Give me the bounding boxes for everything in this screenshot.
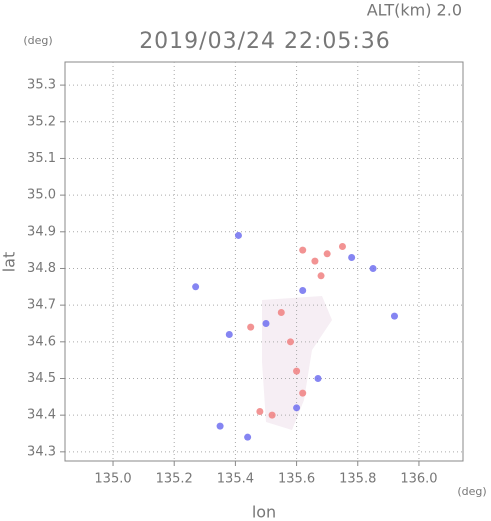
point [338,242,346,250]
point [323,250,331,258]
y-tick-label: 34.7 [27,298,56,313]
y-tick-label: 35.3 [27,78,56,93]
y-tick-label: 34.9 [27,224,56,239]
x-tick-label: 135.6 [278,472,315,487]
x-unit: (deg) [457,485,486,498]
chart-title: 2019/03/24 22:05:36 [139,29,391,54]
point [369,264,377,272]
point [192,283,200,291]
y-tick-label: 34.3 [27,444,56,459]
plot-frame [64,61,464,462]
x-tick-label: 136.0 [400,472,437,487]
y-unit: (deg) [23,34,52,47]
y-tick-label: 34.6 [27,334,56,349]
point [286,338,294,346]
x-tick-label: 135.2 [156,472,193,487]
point [299,286,307,294]
point [348,253,356,261]
point [225,330,233,338]
x-axis-label: lon [252,503,276,521]
point [216,422,224,430]
point [299,246,307,254]
altitude-label: ALT(km) 2.0 [367,1,462,20]
point [234,231,242,239]
point [293,367,301,375]
point [247,323,255,331]
y-tick-label: 35.1 [27,151,56,166]
y-tick-label: 34.8 [27,261,56,276]
point [314,374,322,382]
point [268,411,276,419]
point [317,272,325,280]
point [262,319,270,327]
point [293,404,301,412]
x-tick-label: 135.8 [339,472,376,487]
point [244,433,252,441]
y-tick-label: 35.0 [27,188,56,203]
point [311,257,319,265]
point [277,308,285,316]
y-tick-label: 34.4 [27,408,56,423]
point [390,312,398,320]
y-axis-label: lat [0,252,19,273]
point [256,407,264,415]
x-tick-label: 135.0 [94,472,131,487]
y-tick-label: 34.5 [27,371,56,386]
x-tick-label: 135.4 [217,472,254,487]
point [299,389,307,397]
y-tick-label: 35.2 [27,114,56,129]
